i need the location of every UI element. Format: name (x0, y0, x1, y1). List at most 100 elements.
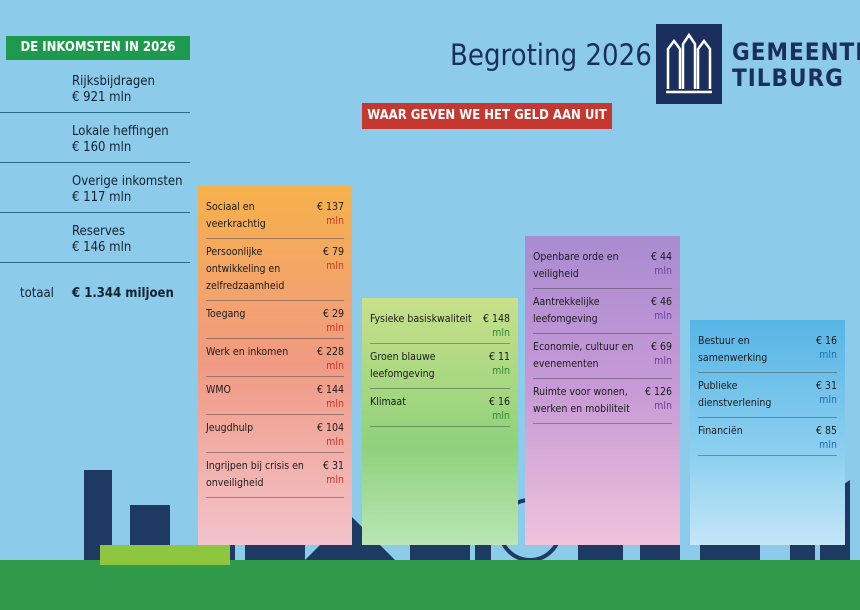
budget-row: Jeugdhulp € 104 mln (206, 415, 344, 453)
budget-amount: € 79 (322, 246, 344, 258)
budget-unit: mln (819, 439, 837, 451)
budget-unit: mln (326, 215, 344, 227)
budget-amount-box: € 11 mln (474, 349, 510, 383)
budget-label: Werk en inkomen (206, 346, 289, 358)
budget-amount: € 29 (322, 308, 344, 320)
budget-label: Toegang (206, 308, 246, 320)
budget-row: Openbare orde en veiligheid € 44 mln (533, 244, 672, 289)
budget-unit: mln (326, 436, 344, 448)
budget-amount: € 137 (316, 201, 344, 213)
logo-text: TILBURG (732, 64, 844, 92)
budget-unit: mln (326, 322, 344, 334)
income-item: Rijksbijdragen € 921 mln (0, 74, 190, 113)
income-amount: € 921 mln (72, 90, 132, 105)
budget-unit: mln (326, 474, 344, 486)
budget-unit: mln (654, 400, 672, 412)
budget-amount: € 148 (482, 313, 510, 325)
budget-row: Publieke dienstverlening € 31 mln (698, 373, 837, 418)
budget-amount: € 11 (488, 351, 510, 363)
income-amount: € 160 mln (72, 140, 132, 155)
budget-amount-box: € 69 mln (637, 339, 672, 373)
budget-amount: € 85 (815, 425, 837, 437)
banner: WAAR GEVEN WE HET GELD AAN UIT (362, 103, 612, 129)
income-title: DE INKOMSTEN IN 2026 (6, 36, 190, 60)
budget-label: Jeugdhulp (206, 422, 254, 434)
budget-label: Openbare orde en veiligheid (533, 251, 619, 280)
budget-amount: € 31 (322, 460, 344, 472)
budget-amount-box: € 16 mln (474, 394, 510, 421)
logo-emblem (656, 24, 722, 104)
budget-row: Economie, cultuur en evenementen € 69 mln (533, 334, 672, 379)
income-label: Overige inkomsten (72, 174, 183, 189)
income-item: Lokale heffingen € 160 mln (0, 124, 190, 163)
budget-amount-box: € 44 mln (637, 249, 672, 283)
budget-amount: € 104 (316, 422, 344, 434)
budget-row: Bestuur en samenwerking € 16 mln (698, 328, 837, 373)
budget-unit: mln (654, 310, 672, 322)
budget-amount: € 46 (650, 296, 672, 308)
budget-label: Ruimte voor wonen, werken en mobiliteit (533, 386, 630, 415)
budget-unit: mln (819, 349, 837, 361)
income-amount: € 117 mln (72, 190, 132, 205)
budget-amount-box: € 126 mln (637, 384, 672, 418)
budget-amount: € 228 (316, 346, 344, 358)
budget-unit: mln (819, 394, 837, 406)
budget-unit: mln (654, 355, 672, 367)
budget-label: Persoonlijke ontwikkeling en zelfredzaam… (206, 246, 285, 292)
budget-amount-box: € 228 mln (309, 344, 344, 371)
budget-unit: mln (326, 360, 344, 372)
income-amount: € 146 mln (72, 240, 132, 255)
budget-unit: mln (326, 260, 344, 272)
budget-row: Toegang € 29 mln (206, 301, 344, 339)
budget-label: Financiën (698, 425, 743, 437)
budget-amount: € 16 (815, 335, 837, 347)
budget-amount: € 69 (650, 341, 672, 353)
budget-label: Sociaal en veerkrachtig (206, 201, 266, 230)
budget-row: WMO € 144 mln (206, 377, 344, 415)
income-item: Overige inkomsten € 117 mln (0, 174, 190, 213)
budget-amount: € 126 (644, 386, 672, 398)
budget-row: Ingrijpen bij crisis en onveiligheid € 31… (206, 453, 344, 498)
total-label: totaal (20, 286, 54, 301)
budget-label: Aantrekkelijke leefomgeving (533, 296, 600, 325)
income-label: Lokale heffingen (72, 124, 169, 139)
logo-icon (666, 32, 712, 94)
income-label: Reserves (72, 224, 126, 239)
budget-unit: mln (654, 265, 672, 277)
budget-column: Openbare orde en veiligheid € 44 mln Aantre… (525, 236, 680, 545)
income-item: Reserves € 146 mln (0, 224, 190, 263)
budget-amount-box: € 29 mln (309, 306, 344, 333)
budget-label: Klimaat (370, 396, 406, 408)
budget-label: Bestuur en samenwerking (698, 335, 768, 364)
budget-column: Sociaal en veerkrachtig € 137 mln Persoonli… (198, 186, 352, 545)
income-label: Rijksbijdragen (72, 74, 155, 89)
budget-amount: € 44 (650, 251, 672, 263)
budget-amount: € 16 (488, 396, 510, 408)
budget-amount-box: € 148 mln (474, 311, 510, 338)
logo-text: GEMEENTE (732, 38, 860, 66)
budget-row: Aantrekkelijke leefomgeving € 46 mln (533, 289, 672, 334)
budget-label: Groen blauwe leefomgeving (370, 351, 436, 380)
budget-amount-box: € 104 mln (309, 420, 344, 447)
budget-amount: € 144 (316, 384, 344, 396)
budget-row: Sociaal en veerkrachtig € 137 mln (206, 194, 344, 239)
title: Begroting 2026 (450, 38, 652, 72)
budget-row: Klimaat € 16 mln (370, 389, 510, 427)
budget-amount-box: € 46 mln (637, 294, 672, 328)
budget-row: Ruimte voor wonen, werken en mobiliteit €… (533, 379, 672, 424)
budget-label: WMO (206, 384, 231, 396)
total-amount: € 1.344 miljoen (72, 286, 174, 301)
budget-row: Werk en inkomen € 228 mln (206, 339, 344, 377)
budget-column: Fysieke basiskwaliteit € 148 mln Groen blau… (362, 298, 518, 545)
budget-unit: mln (492, 327, 510, 339)
budget-amount-box: € 31 mln (309, 458, 344, 492)
budget-row: Fysieke basiskwaliteit € 148 mln (370, 306, 510, 344)
budget-label: Publieke dienstverlening (698, 380, 772, 409)
budget-label: Ingrijpen bij crisis en onveiligheid (206, 460, 304, 489)
budget-amount-box: € 79 mln (309, 244, 344, 295)
budget-amount-box: € 16 mln (802, 333, 837, 367)
budget-unit: mln (326, 398, 344, 410)
budget-amount: € 31 (815, 380, 837, 392)
budget-amount-box: € 137 mln (309, 199, 344, 233)
